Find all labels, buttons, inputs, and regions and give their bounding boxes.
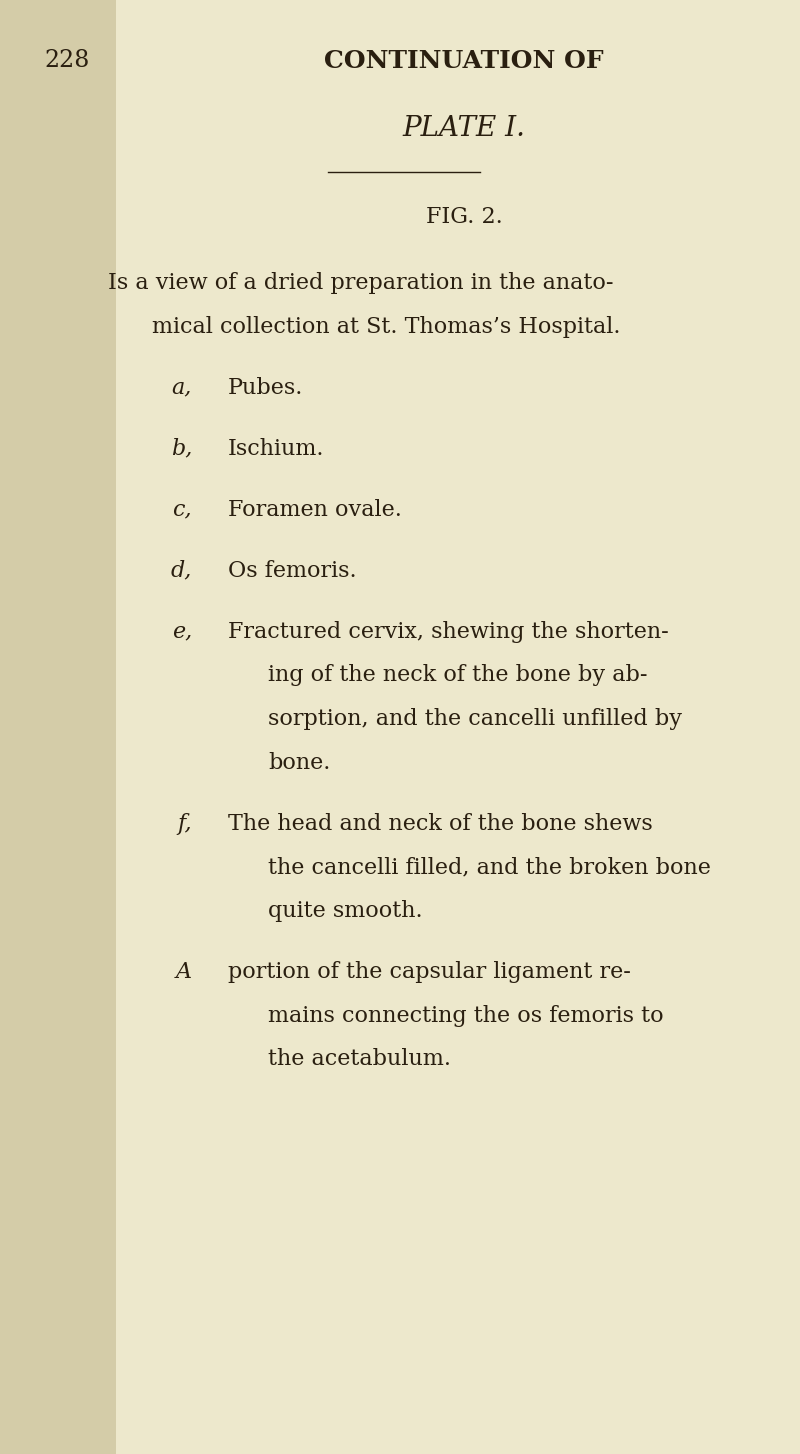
Text: CONTINUATION OF: CONTINUATION OF xyxy=(324,49,604,74)
Text: the cancelli filled, and the broken bone: the cancelli filled, and the broken bone xyxy=(268,856,711,878)
Text: sorption, and the cancelli unfilled by: sorption, and the cancelli unfilled by xyxy=(268,708,682,730)
Text: b,: b, xyxy=(170,438,192,459)
Text: Os femoris.: Os femoris. xyxy=(228,560,357,582)
Bar xyxy=(0,0,116,1454)
Text: PLATE I.: PLATE I. xyxy=(402,115,526,142)
Text: Is a view of a dried preparation in the anato-: Is a view of a dried preparation in the … xyxy=(108,272,614,294)
Text: Foramen ovale.: Foramen ovale. xyxy=(228,499,402,521)
Text: ing of the neck of the bone by ab-: ing of the neck of the bone by ab- xyxy=(268,664,647,686)
Text: the acetabulum.: the acetabulum. xyxy=(268,1048,451,1070)
Text: mains connecting the os femoris to: mains connecting the os femoris to xyxy=(268,1005,664,1027)
Text: The head and neck of the bone shews: The head and neck of the bone shews xyxy=(228,813,653,835)
Text: Ischium.: Ischium. xyxy=(228,438,325,459)
Text: Fractured cervix, shewing the shorten-: Fractured cervix, shewing the shorten- xyxy=(228,621,669,643)
Text: a,: a, xyxy=(172,377,192,398)
Text: f,: f, xyxy=(178,813,192,835)
Text: 228: 228 xyxy=(44,49,90,73)
Text: quite smooth.: quite smooth. xyxy=(268,900,422,922)
Text: e,: e, xyxy=(172,621,192,643)
Text: A: A xyxy=(176,961,192,983)
Text: Pubes.: Pubes. xyxy=(228,377,303,398)
Text: portion of the capsular ligament re-: portion of the capsular ligament re- xyxy=(228,961,631,983)
Text: FIG. 2.: FIG. 2. xyxy=(426,206,502,228)
Text: c,: c, xyxy=(172,499,192,521)
Text: d,: d, xyxy=(170,560,192,582)
Text: mical collection at St. Thomas’s Hospital.: mical collection at St. Thomas’s Hospita… xyxy=(152,316,621,337)
Text: bone.: bone. xyxy=(268,752,330,774)
